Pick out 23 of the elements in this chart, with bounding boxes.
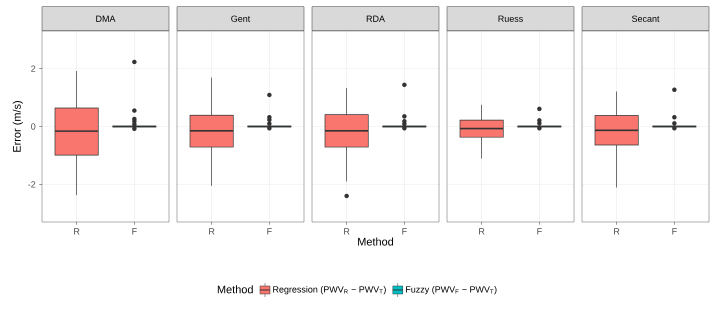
y-axis-title: Error (m/s) [12,101,23,152]
x-tick-label: R [344,228,350,234]
x-tick-label: F [267,228,272,234]
y-tick-label: 2 [31,65,36,72]
x-tick-label: F [672,228,677,234]
x-tick-label: R [614,228,620,234]
x-tick-label: R [209,228,214,234]
legend-title: Method [218,285,253,294]
legend-label: Fuzzy (PWV$_{F}$ − PWV$_{T}$) [406,286,497,294]
chart-title: Gent [231,16,250,22]
chart-title: DMA [96,16,116,22]
x-tick-label: R [74,228,80,234]
y-tick-label: -2 [28,181,36,188]
chart-title: Ruess [498,16,523,22]
legend-label: Regression (PWV$_{R}$ − PWV$_{T}$) [273,286,386,294]
chart-title: RDA [366,16,385,22]
y-tick-label: 0 [31,123,36,130]
chart-title: Secant [632,16,660,22]
x-axis-title: Method [358,238,394,246]
x-tick-label: F [537,228,542,234]
x-tick-label: F [132,228,137,234]
x-tick-label: F [402,228,407,234]
x-tick-label: R [479,228,484,234]
